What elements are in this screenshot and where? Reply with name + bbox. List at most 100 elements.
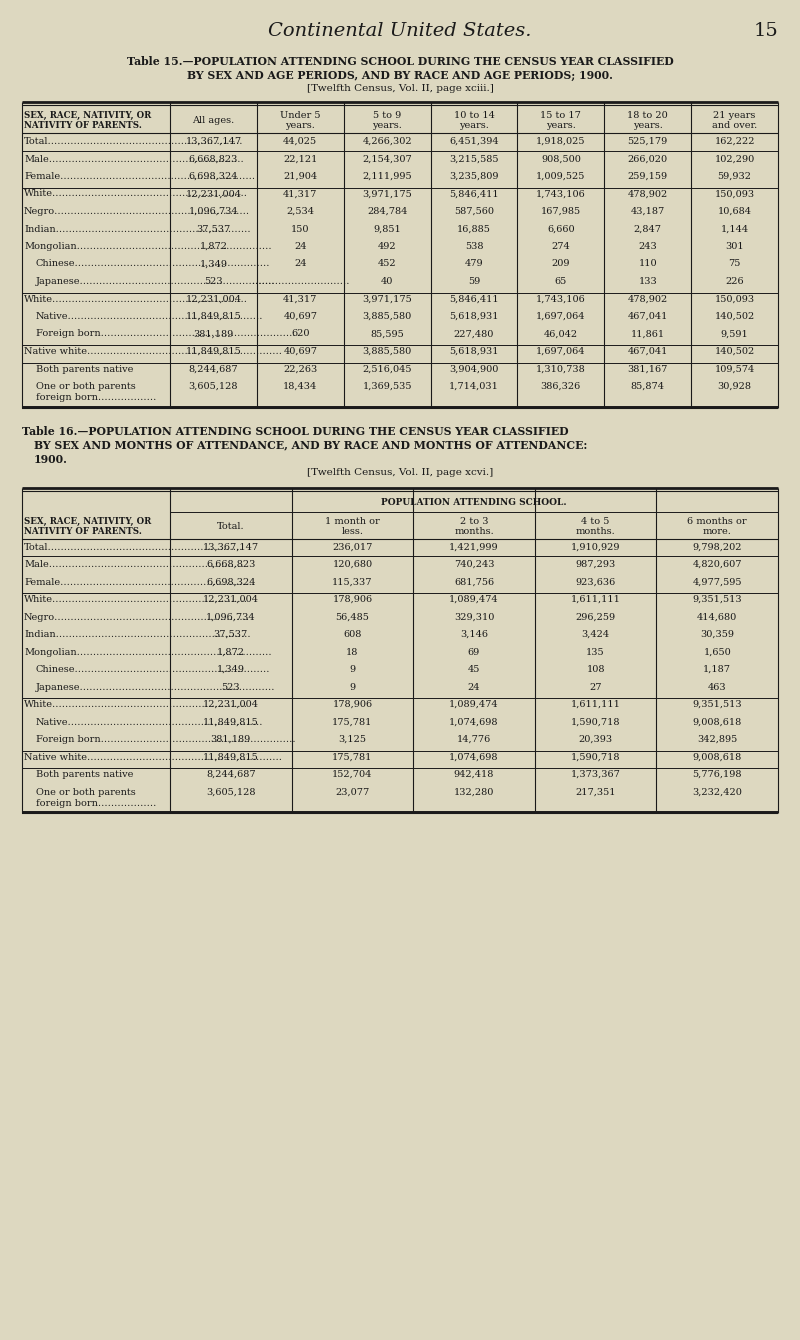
- Text: 1,349: 1,349: [217, 665, 245, 674]
- Text: 6 months or: 6 months or: [687, 517, 747, 525]
- Text: 523: 523: [222, 682, 240, 691]
- Text: Female……………………………………………………: Female……………………………………………………: [24, 578, 255, 587]
- Text: 296,259: 296,259: [575, 612, 616, 622]
- Text: 1,910,929: 1,910,929: [571, 543, 620, 552]
- Text: Continental United States.: Continental United States.: [268, 21, 532, 40]
- Text: 6,668,823: 6,668,823: [206, 560, 255, 570]
- Text: 12,231,004: 12,231,004: [203, 699, 259, 709]
- Text: 12,231,004: 12,231,004: [186, 189, 242, 198]
- Text: 342,895: 342,895: [697, 736, 738, 744]
- Text: Both parents native: Both parents native: [36, 770, 134, 779]
- Text: 133: 133: [638, 277, 657, 285]
- Text: 115,337: 115,337: [332, 578, 373, 587]
- Text: 1,096,734: 1,096,734: [206, 612, 256, 622]
- Text: 492: 492: [378, 243, 397, 251]
- Text: 109,574: 109,574: [714, 364, 754, 374]
- Text: 479: 479: [465, 260, 483, 268]
- Text: 942,418: 942,418: [454, 770, 494, 779]
- Text: 227,480: 227,480: [454, 330, 494, 339]
- Text: Both parents native: Both parents native: [36, 364, 134, 374]
- Text: 538: 538: [465, 243, 483, 251]
- Text: Foreign born……………………………………………………: Foreign born……………………………………………………: [36, 736, 296, 744]
- Text: Indian……………………………………………………: Indian……………………………………………………: [24, 225, 250, 233]
- Text: 178,906: 178,906: [332, 699, 373, 709]
- Text: 140,502: 140,502: [714, 312, 754, 322]
- Text: 414,680: 414,680: [697, 612, 738, 622]
- Text: 301: 301: [726, 243, 744, 251]
- Text: 162,222: 162,222: [714, 137, 755, 146]
- Text: 9,851: 9,851: [374, 225, 401, 233]
- Text: 1,872: 1,872: [217, 647, 245, 657]
- Text: BY SEX AND MONTHS OF ATTENDANCE, AND BY RACE AND MONTHS OF ATTENDANCE:: BY SEX AND MONTHS OF ATTENDANCE, AND BY …: [34, 440, 587, 450]
- Text: 478,902: 478,902: [627, 295, 668, 303]
- Text: Under 5: Under 5: [280, 111, 321, 121]
- Text: 3,146: 3,146: [460, 630, 488, 639]
- Text: 10,684: 10,684: [718, 206, 751, 216]
- Text: 5,618,931: 5,618,931: [450, 347, 498, 356]
- Text: 4 to 5: 4 to 5: [582, 517, 610, 525]
- Text: 75: 75: [728, 260, 741, 268]
- Text: 2,516,045: 2,516,045: [362, 364, 412, 374]
- Text: 45: 45: [468, 665, 480, 674]
- Text: 3,424: 3,424: [582, 630, 610, 639]
- Text: BY SEX AND AGE PERIODS, AND BY RACE AND AGE PERIODS; 1900.: BY SEX AND AGE PERIODS, AND BY RACE AND …: [187, 70, 613, 80]
- Text: 1,590,718: 1,590,718: [571, 753, 620, 761]
- Text: 478,902: 478,902: [627, 189, 668, 198]
- Text: One or both parents: One or both parents: [36, 788, 136, 797]
- Text: 217,351: 217,351: [575, 788, 616, 797]
- Text: 11,849,815: 11,849,815: [203, 753, 258, 761]
- Text: 152,704: 152,704: [332, 770, 373, 779]
- Text: 908,500: 908,500: [541, 154, 581, 163]
- Text: Japanese……………………………………………………: Japanese……………………………………………………: [36, 277, 275, 285]
- Text: 150,093: 150,093: [714, 189, 754, 198]
- Text: 135: 135: [586, 647, 605, 657]
- Text: White……………………………………………………: White……………………………………………………: [24, 595, 248, 604]
- Text: 2 to 3: 2 to 3: [460, 517, 488, 525]
- Text: 40,697: 40,697: [283, 312, 318, 322]
- Text: 9,008,618: 9,008,618: [693, 718, 742, 726]
- Text: 1,369,535: 1,369,535: [362, 382, 412, 391]
- Text: 5 to 9: 5 to 9: [373, 111, 402, 121]
- Text: 41,317: 41,317: [283, 295, 318, 303]
- Text: 37,537: 37,537: [196, 225, 230, 233]
- Text: 21 years: 21 years: [714, 111, 756, 121]
- Text: 5,846,411: 5,846,411: [449, 189, 499, 198]
- Text: Native white……………………………………………………: Native white……………………………………………………: [24, 753, 282, 761]
- Text: months.: months.: [576, 527, 615, 536]
- Text: 9: 9: [350, 665, 355, 674]
- Text: 3,885,580: 3,885,580: [362, 347, 412, 356]
- Text: 1,349: 1,349: [199, 260, 227, 268]
- Text: Total.: Total.: [217, 521, 245, 531]
- Text: NATIVITY OF PARENTS.: NATIVITY OF PARENTS.: [24, 527, 142, 536]
- Text: 3,971,175: 3,971,175: [362, 295, 412, 303]
- Text: White……………………………………………………: White……………………………………………………: [24, 189, 248, 198]
- Text: 175,781: 175,781: [332, 718, 373, 726]
- Text: Native white……………………………………………………: Native white……………………………………………………: [24, 347, 282, 356]
- Text: 740,243: 740,243: [454, 560, 494, 570]
- Text: 259,159: 259,159: [628, 172, 668, 181]
- Text: 3,885,580: 3,885,580: [362, 312, 412, 322]
- Text: Native……………………………………………………: Native……………………………………………………: [36, 312, 263, 322]
- Text: 15 to 17: 15 to 17: [541, 111, 582, 121]
- Text: 12,231,004: 12,231,004: [203, 595, 259, 604]
- Text: 167,985: 167,985: [541, 206, 581, 216]
- Text: Negro……………………………………………………: Negro……………………………………………………: [24, 206, 250, 216]
- Text: 30,359: 30,359: [700, 630, 734, 639]
- Text: 1,611,111: 1,611,111: [570, 595, 621, 604]
- Text: 1 month or: 1 month or: [325, 517, 380, 525]
- Text: White……………………………………………………: White……………………………………………………: [24, 699, 248, 709]
- Text: 1,310,738: 1,310,738: [536, 364, 586, 374]
- Text: 329,310: 329,310: [454, 612, 494, 622]
- Text: Mongolian……………………………………………………: Mongolian……………………………………………………: [24, 647, 272, 657]
- Text: POPULATION ATTENDING SCHOOL.: POPULATION ATTENDING SCHOOL.: [381, 497, 567, 507]
- Text: [Twelfth Census, Vol. II, page xcvi.]: [Twelfth Census, Vol. II, page xcvi.]: [307, 468, 493, 477]
- Text: 1,009,525: 1,009,525: [536, 172, 586, 181]
- Text: 10 to 14: 10 to 14: [454, 111, 494, 121]
- Text: 85,595: 85,595: [370, 330, 404, 339]
- Text: 4,820,607: 4,820,607: [693, 560, 742, 570]
- Text: 3,125: 3,125: [338, 736, 366, 744]
- Text: 3,904,900: 3,904,900: [450, 364, 498, 374]
- Text: 3,605,128: 3,605,128: [189, 382, 238, 391]
- Text: 3,215,585: 3,215,585: [450, 154, 498, 163]
- Text: 41,317: 41,317: [283, 189, 318, 198]
